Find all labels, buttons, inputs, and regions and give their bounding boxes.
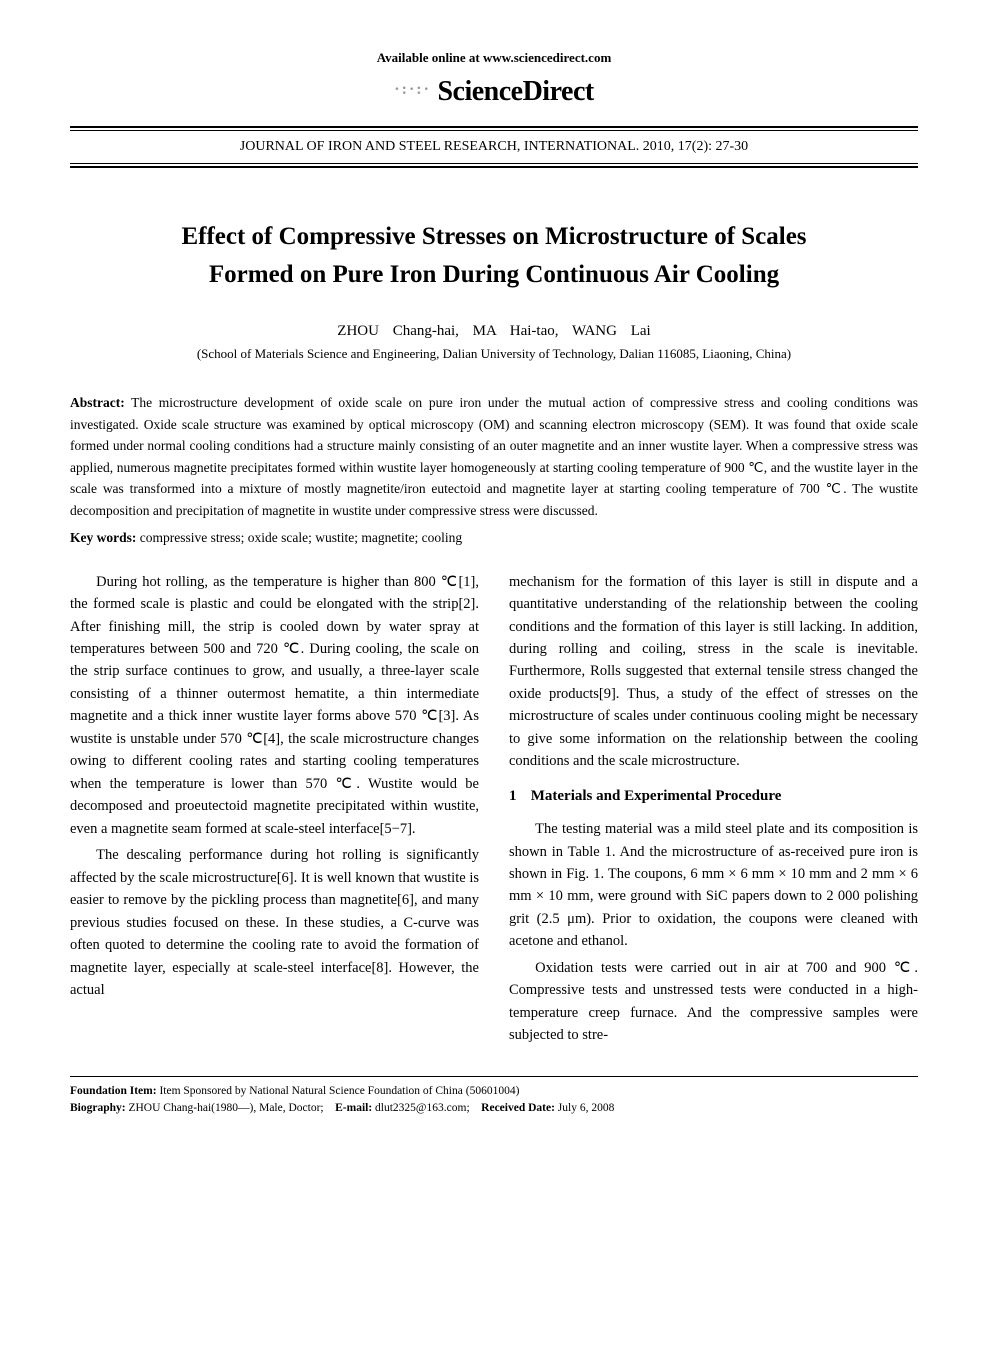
available-online-text: Available online at www.sciencedirect.co…	[70, 50, 918, 66]
sciencedirect-logo: ·:·:· ScienceDirect	[70, 76, 918, 108]
foundation-line: Foundation Item: Item Sponsored by Natio…	[70, 1083, 918, 1100]
logo-text: ScienceDirect	[437, 76, 593, 107]
article-title-line1: Effect of Compressive Stresses on Micros…	[70, 218, 918, 256]
article-title-line2: Formed on Pure Iron During Continuous Ai…	[70, 256, 918, 294]
section-number: 1	[509, 785, 527, 808]
body-para-2: The descaling performance during hot rol…	[70, 844, 479, 1001]
left-column: During hot rolling, as the temperature i…	[70, 571, 479, 1051]
received-text: July 6, 2008	[558, 1102, 615, 1114]
affiliation-line: (School of Materials Science and Enginee…	[70, 346, 918, 362]
section-title: Materials and Experimental Procedure	[531, 788, 782, 804]
biography-text: ZHOU Chang-hai(1980—), Male, Doctor;	[128, 1102, 323, 1114]
footer-divider	[70, 1076, 918, 1077]
biography-line: Biography: ZHOU Chang-hai(1980—), Male, …	[70, 1100, 918, 1117]
email-label: E-mail:	[335, 1102, 372, 1114]
article-title-block: Effect of Compressive Stresses on Micros…	[70, 218, 918, 293]
foundation-text: Item Sponsored by National Natural Scien…	[159, 1085, 519, 1097]
body-two-column: During hot rolling, as the temperature i…	[70, 571, 918, 1051]
body-para-4: The testing material was a mild steel pl…	[509, 818, 918, 953]
keywords-block: Key words: compressive stress; oxide sca…	[70, 530, 918, 546]
journal-citation-line: JOURNAL OF IRON AND STEEL RESEARCH, INTE…	[70, 130, 918, 164]
biography-label: Biography:	[70, 1102, 126, 1114]
section-1-heading: 1 Materials and Experimental Procedure	[509, 785, 918, 808]
right-column: mechanism for the formation of this laye…	[509, 571, 918, 1051]
abstract-label: Abstract:	[70, 395, 125, 410]
abstract-block: Abstract: The microstructure development…	[70, 392, 918, 522]
body-para-1: During hot rolling, as the temperature i…	[70, 571, 479, 841]
email-text: dlut2325@163.com;	[375, 1102, 470, 1114]
body-para-3: mechanism for the formation of this laye…	[509, 571, 918, 773]
logo-dots-icon: ·:·:·	[394, 81, 431, 98]
authors-line: ZHOU Chang-hai, MA Hai-tao, WANG Lai	[70, 323, 918, 340]
keywords-label: Key words:	[70, 530, 136, 545]
foundation-label: Foundation Item:	[70, 1085, 157, 1097]
abstract-text: The microstructure development of oxide …	[70, 395, 918, 518]
body-para-5: Oxidation tests were carried out in air …	[509, 957, 918, 1047]
journal-rule-outer: JOURNAL OF IRON AND STEEL RESEARCH, INTE…	[70, 126, 918, 168]
received-label: Received Date:	[481, 1102, 555, 1114]
keywords-text: compressive stress; oxide scale; wustite…	[136, 530, 462, 545]
